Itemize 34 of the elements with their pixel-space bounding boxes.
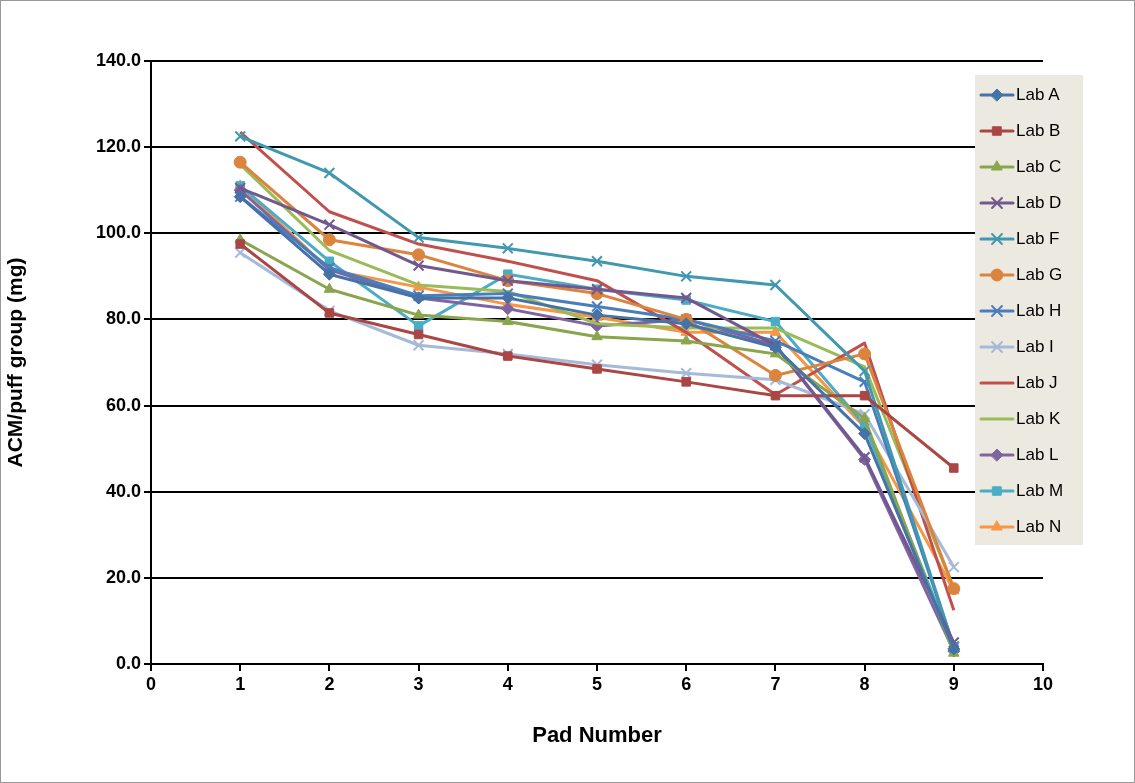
- x-tick-label: 7: [770, 673, 781, 694]
- x-tick-label: 6: [681, 673, 692, 694]
- legend-label: Lab A: [1016, 84, 1061, 104]
- legend-label: Lab F: [1016, 228, 1060, 248]
- x-tick-label: 3: [413, 673, 424, 694]
- x-axis-title: Pad Number: [532, 721, 663, 747]
- x-tick-label: 9: [948, 673, 959, 694]
- legend-label: Lab C: [1016, 156, 1062, 176]
- legend-label: Lab I: [1016, 336, 1054, 356]
- y-tick-label: 80.0: [105, 308, 141, 329]
- legend-label: Lab H: [1016, 300, 1062, 320]
- legend-label: Lab L: [1016, 444, 1059, 464]
- x-tick-label: 10: [1032, 673, 1054, 694]
- x-tick-label: 8: [859, 673, 870, 694]
- legend-label: Lab K: [1016, 408, 1062, 428]
- legend-label: Lab G: [1016, 264, 1063, 284]
- x-tick-label: 2: [324, 673, 335, 694]
- legend-label: Lab J: [1016, 372, 1058, 392]
- y-tick-label: 100.0: [95, 222, 141, 243]
- y-tick-label: 0.0: [115, 652, 141, 673]
- y-tick-label: 120.0: [95, 136, 141, 157]
- x-tick-label: 5: [591, 673, 603, 694]
- legend-label: Lab M: [1016, 480, 1064, 500]
- y-axis-title: ACM/puff group (mg): [3, 257, 27, 468]
- legend-label: Lab D: [1016, 192, 1062, 212]
- y-tick-label: 40.0: [105, 480, 141, 501]
- legend-label: Lab B: [1016, 120, 1061, 140]
- y-tick-label: 20.0: [105, 566, 141, 587]
- y-tick-label: 140.0: [95, 49, 141, 70]
- legend-label: Lab N: [1016, 516, 1062, 536]
- y-tick-label: 60.0: [105, 394, 141, 415]
- x-tick-label: 0: [145, 673, 157, 694]
- x-tick-label: 1: [235, 673, 246, 694]
- x-tick-label: 4: [502, 673, 513, 694]
